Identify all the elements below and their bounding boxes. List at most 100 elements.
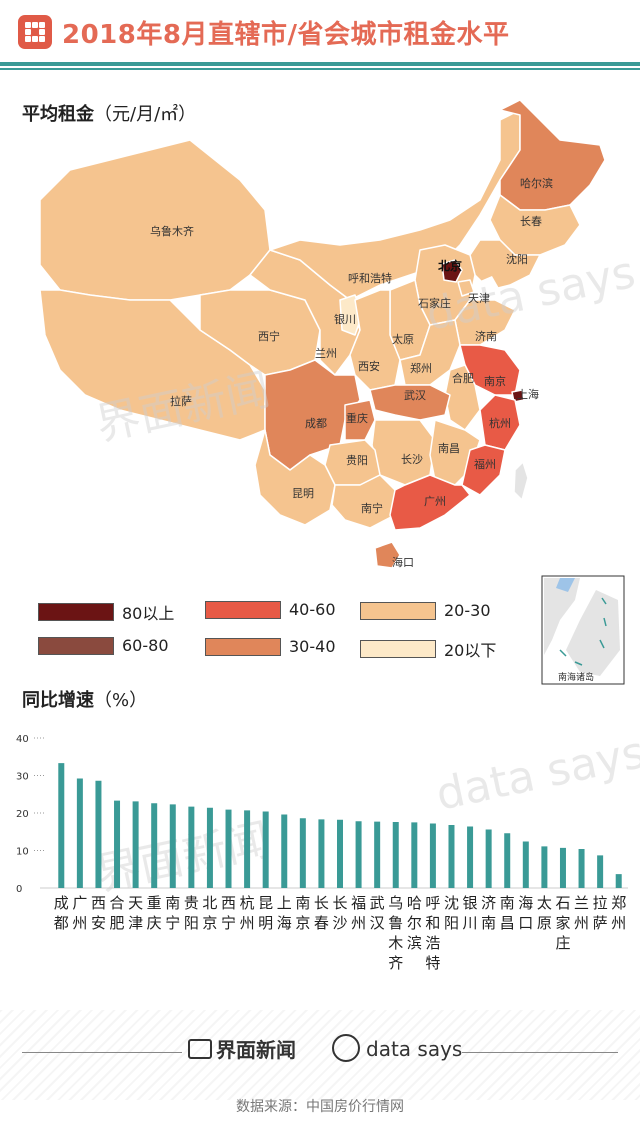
city-label: 哈尔滨 <box>520 176 553 190</box>
header: 2018年8月直辖市/省会城市租金水平 <box>0 0 640 62</box>
logo-icon <box>18 15 52 49</box>
inset-label: 南海诸岛 <box>558 671 594 683</box>
brand-2-text: data says <box>366 1037 463 1061</box>
city-label: 武汉 <box>404 389 426 402</box>
bar <box>504 833 511 888</box>
bar <box>151 803 158 888</box>
bar <box>169 804 176 888</box>
bar <box>411 822 418 888</box>
region-xinjiang <box>39 139 271 301</box>
city-label: 长春 <box>520 215 542 228</box>
x-tick-label: 贵阳 <box>184 894 199 932</box>
bar <box>95 780 102 888</box>
footer-brand-1: 界面新闻 <box>188 1034 296 1063</box>
city-label: 郑州 <box>410 361 432 375</box>
inset-land-2 <box>566 590 620 676</box>
y-tick-label: 10 <box>16 847 29 858</box>
bar <box>132 801 139 888</box>
region-chongqing <box>344 399 376 441</box>
region-shanghai <box>511 389 525 403</box>
x-tick-label: 南京 <box>295 894 310 932</box>
city-label: 上海 <box>517 387 539 401</box>
region-tianjin <box>457 279 475 297</box>
city-label: 长沙 <box>401 453 423 466</box>
region-taiwan <box>513 461 529 501</box>
footer-divider-right <box>462 1052 618 1053</box>
city-label: 昆明 <box>292 487 314 500</box>
x-tick-label: 兰州 <box>574 894 589 932</box>
bar <box>485 829 492 888</box>
inset-land <box>544 578 580 655</box>
legend-swatch <box>205 600 281 619</box>
region-jilin <box>489 194 581 256</box>
bar <box>392 822 399 888</box>
bar <box>337 819 343 888</box>
brand-1-icon <box>188 1039 212 1059</box>
x-tick-label: 海口 <box>518 894 533 932</box>
footer-divider-left <box>22 1052 182 1053</box>
y-tick-label: 20 <box>16 809 29 820</box>
x-tick-label: 乌鲁木齐 <box>388 894 403 972</box>
bar <box>76 778 83 888</box>
chart-title-text: 同比增速 <box>22 690 94 711</box>
city-labels: 哈尔滨 长春 沈阳 乌鲁木齐 呼和浩特 北京 天津 石家庄 银川 太原 济南 西… <box>150 176 553 569</box>
legend-item-30-40: 30-40 <box>205 637 336 656</box>
data-source: 数据来源：中国房价行情网 <box>236 1099 404 1115</box>
legend-swatch <box>205 637 281 656</box>
x-tick-label: 南宁 <box>165 894 180 932</box>
x-tick-label: 昆明 <box>258 894 273 932</box>
x-tick-label: 西宁 <box>221 894 236 932</box>
city-label: 贵阳 <box>346 454 368 467</box>
city-label: 兰州 <box>315 347 337 360</box>
bohai-sea <box>478 276 500 298</box>
footer-pattern <box>0 1010 640 1100</box>
bar <box>114 800 121 888</box>
bar <box>597 855 604 888</box>
x-tick-label: 重庆 <box>147 894 162 932</box>
bar-chart: 0 10 20 30 40 成都广州西安合肥天津重庆南宁贵阳北京西宁杭州昆明上海南京长春长… <box>16 734 628 972</box>
city-label: 呼和浩特 <box>348 271 392 285</box>
region-guangdong <box>389 474 471 531</box>
city-label: 重庆 <box>346 411 368 425</box>
bar <box>522 841 529 888</box>
legend-item-20-30: 20-30 <box>360 601 491 620</box>
x-tick-label: 杭州 <box>240 894 255 932</box>
bar <box>262 811 269 888</box>
brand-1-text: 界面新闻 <box>216 1038 296 1062</box>
legend-item-60-80: 60-80 <box>38 636 169 655</box>
header-divider <box>0 62 640 66</box>
city-label: 济南 <box>475 329 497 343</box>
legend-label: 40-60 <box>289 600 336 619</box>
legend-label: 30-40 <box>289 637 336 656</box>
city-label: 西宁 <box>258 329 280 343</box>
inset-water <box>556 578 575 592</box>
x-tick-label: 济南 <box>481 894 496 932</box>
city-label: 西安 <box>358 359 380 373</box>
x-tick-label: 石家庄 <box>555 894 570 952</box>
china-map <box>39 99 606 569</box>
city-label: 沈阳 <box>506 252 528 266</box>
city-label: 海口 <box>392 555 414 569</box>
legend-item-80plus: 80以上 <box>38 600 174 624</box>
x-tick-label: 北京 <box>202 894 217 932</box>
x-tick-label: 武汉 <box>370 894 385 932</box>
city-label: 成都 <box>305 417 327 430</box>
city-label: 南宁 <box>361 501 383 515</box>
x-tick-label: 天津 <box>128 894 143 932</box>
footer-brand-2: data says <box>332 1034 462 1062</box>
x-tick-label: 哈尔滨 <box>407 894 422 952</box>
x-tick-label: 合肥 <box>110 894 125 932</box>
x-tick-label: 上海 <box>277 894 292 932</box>
bar <box>374 821 381 888</box>
city-label: 广州 <box>424 495 446 508</box>
x-tick-label: 拉萨 <box>593 894 608 932</box>
legend-label: 80以上 <box>122 604 175 623</box>
x-tick-label: 沈阳 <box>444 894 459 932</box>
bar <box>244 810 251 888</box>
y-tick-label: 0 <box>16 884 22 895</box>
x-tick-label: 长春 <box>314 894 329 932</box>
legend-swatch <box>38 603 114 621</box>
legend-item-under20: 20以下 <box>360 637 496 661</box>
chart-title: 同比增速（%） <box>22 686 147 712</box>
map-unit: （元/月/㎡） <box>94 104 197 125</box>
